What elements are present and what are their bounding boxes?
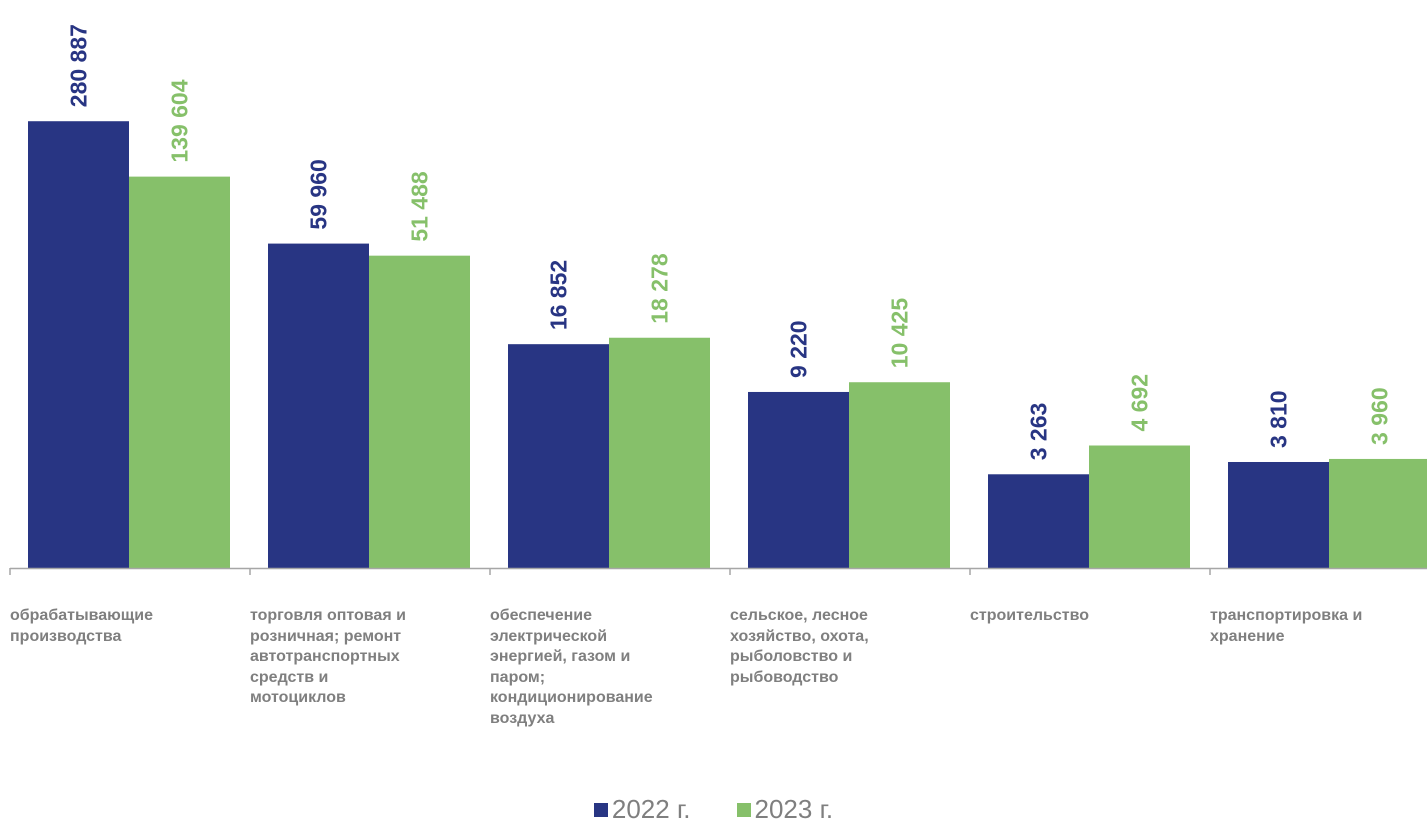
bar-2023-2 [609,337,710,568]
category-label-line: рыбоводство [730,668,839,686]
bar-2022-1 [268,243,369,568]
value-label-2023-2: 18 278 [647,253,673,324]
legend-item-2023: 2023 г. [736,794,834,825]
category-label-line: паром; [490,668,546,686]
legend-label-2022: 2022 г. [611,794,691,824]
bar-2022-2 [508,344,609,568]
category-label-line: сельское, лесное [730,607,868,624]
category-label-line: воздуха [490,709,555,727]
category-label-line: транспортировка и [1210,607,1363,624]
bar-2022-0 [28,121,129,569]
bar-2022-4 [988,474,1089,568]
category-label-0: обрабатывающие производства [10,606,240,647]
value-label-2022-1: 59 960 [306,159,332,229]
value-label-2023-3: 10 425 [887,298,913,369]
value-label-2022-4: 3 263 [1026,403,1052,461]
category-label-line: обрабатывающие [10,607,154,624]
bar-2022-3 [748,391,849,568]
category-label-line: производства [10,627,122,645]
legend-swatch-2023 [736,802,751,817]
bar-2022-5 [1228,461,1329,568]
category-label-line: мотоциклов [250,689,346,706]
bar-2023-5 [1329,458,1427,568]
legend-swatch-2022 [593,802,608,817]
category-label-line: энергией, газом и [490,648,631,665]
value-label-2023-5: 3 960 [1367,387,1393,445]
bar-2023-1 [369,255,470,568]
category-label-line: строительство [970,607,1089,624]
category-label-line: рыболовство и [730,648,853,665]
legend-item-2022: 2022 г. [593,794,691,825]
value-label-2022-2: 16 852 [546,260,572,330]
value-label-2023-4: 4 692 [1127,374,1153,432]
category-label-line: кондиционирование [490,689,653,706]
category-label-line: средств и [250,668,329,686]
category-label-line: автотранспортных [250,648,400,665]
category-label-line: хозяйство, охота, [730,627,869,645]
category-label-2: обеспечение электрической энергией, газом … [490,606,720,729]
category-label-3: сельское, лесное хозяйство, охота, рыболов… [730,606,960,688]
value-label-2022-5: 3 810 [1266,390,1292,448]
category-label-line: хранение [1210,627,1285,645]
category-label-line: торговля оптовая и [250,607,406,624]
value-label-2023-1: 51 488 [407,171,433,242]
category-label-5: транспортировка и хранение [1210,606,1427,647]
legend-label-2023: 2023 г. [754,794,834,824]
category-label-line: обеспечение [490,607,592,624]
category-label-line: розничная; ремонт [250,627,402,645]
bar-2023-4 [1089,445,1190,568]
bar-2023-3 [849,382,950,568]
category-label-1: торговля оптовая и розничная; ремонт автот… [250,606,480,709]
value-label-2022-0: 280 887 [66,24,92,107]
category-label-line: электрической [490,627,608,645]
bar-chart: 280 887 139 604 59 960 51 488 16 852 18 278 9 … [9,24,1427,575]
value-label-2023-0: 139 604 [167,79,193,162]
category-label-4: строительство [970,606,1200,627]
legend: 2022 г. 2023 г. [0,794,1427,825]
bar-2023-0 [129,176,230,568]
value-label-2022-3: 9 220 [786,320,812,378]
